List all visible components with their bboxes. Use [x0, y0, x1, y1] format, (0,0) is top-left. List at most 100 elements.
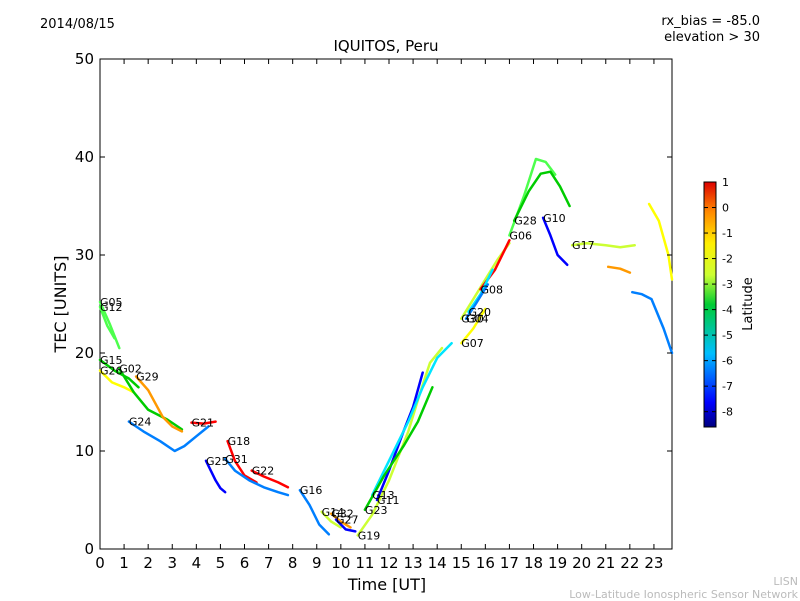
date-label: 2014/08/15: [40, 17, 115, 32]
series-line-g02: [118, 367, 184, 431]
sat-label-g32: G32: [331, 508, 354, 521]
sat-label-g19: G19: [358, 529, 381, 542]
series-line-g07: [460, 307, 487, 345]
x-tick-label: 21: [596, 554, 615, 572]
series-line-g13: [370, 341, 453, 497]
x-tick-label: 0: [95, 554, 105, 572]
sat-label-g31: G31: [225, 453, 248, 466]
x-axis-label: Time [UT]: [347, 575, 426, 594]
credit-line-1: LISN: [773, 575, 798, 588]
colorbar-tick-label: 0: [722, 202, 729, 215]
x-tick-label: 9: [312, 554, 322, 572]
sat-label-g08: G08: [481, 283, 504, 296]
colorbar-tick-label: 1: [722, 176, 729, 189]
sat-label-g17: G17: [572, 239, 595, 252]
sat-label-g11: G11: [377, 494, 400, 507]
axis-layer: 0 1 2 3 4 5 6 7 8 9 10 11 12 13 14 15 16 17 18 19 20 21 22 2301…: [75, 50, 672, 572]
y-tick-label: 30: [75, 246, 94, 264]
series-line-g14: [320, 510, 343, 529]
x-tick-label: 8: [288, 554, 298, 572]
sat-label-g26: G26: [100, 365, 123, 378]
sat-label-g23: G23: [365, 504, 388, 517]
x-tick-label: 15: [452, 554, 471, 572]
sat-label-g13: G13: [372, 489, 395, 502]
series-line-unlabeled-29: [647, 202, 674, 281]
series-line-g26: [98, 369, 135, 394]
rx-bias-info: rx_bias = -85.0 elevation > 30: [661, 14, 760, 46]
x-tick-label: 14: [428, 554, 447, 572]
x-tick-label: 13: [404, 554, 423, 572]
series-layer: [98, 157, 674, 537]
series-line-g21: [190, 420, 217, 425]
series-line-g17: [570, 241, 636, 249]
colorbar-tick-label: -3: [722, 278, 733, 291]
colorbar-tick-label: -2: [722, 253, 733, 266]
series-line-g27: [334, 518, 357, 533]
sat-label-g07: G07: [461, 337, 484, 350]
credit-line-2: Low-Latitude Ionospheric Sensor Network: [569, 588, 798, 601]
x-tick-label: 10: [331, 554, 350, 572]
colorbar: [703, 181, 717, 428]
series-line-g12: [98, 305, 116, 340]
series-line-unlabeled-30: [631, 290, 674, 355]
sat-label-g06: G06: [509, 229, 532, 242]
chart-title: IQUITOS, Peru: [333, 37, 439, 55]
series-line-g32: [329, 512, 352, 529]
series-line-g22: [250, 469, 290, 489]
series-line-g24: [127, 420, 210, 453]
colorbar-tick-label: -6: [722, 355, 733, 368]
y-tick-label: 10: [75, 442, 94, 460]
colorbar-tick-label: -7: [722, 380, 733, 393]
x-tick-label: 4: [192, 554, 202, 572]
colorbar-tick-label: -1: [722, 227, 733, 240]
colorbar-tick-label: -5: [722, 329, 733, 342]
series-line-g16: [298, 488, 331, 536]
colorbar-label: Latitude: [741, 277, 756, 331]
y-tick-label: 40: [75, 148, 94, 166]
sat-label-g22: G22: [252, 465, 275, 478]
credit-watermark: LISN Low-Latitude Ionospheric Sensor Net…: [569, 575, 798, 601]
x-tick-label: 7: [264, 554, 274, 572]
series-line-g05: [98, 300, 121, 350]
x-tick-label: 23: [644, 554, 663, 572]
series-line-g25: [204, 459, 227, 494]
sat-label-g16: G16: [300, 484, 323, 497]
series-line-g31: [223, 457, 290, 497]
sat-label-g25: G25: [206, 455, 229, 468]
colorbar-tick-label: -8: [722, 406, 733, 419]
colorbar-tick-label: -4: [722, 304, 733, 317]
x-tick-label: 6: [240, 554, 250, 572]
sat-label-g24: G24: [129, 416, 152, 429]
series-line-g29: [134, 375, 184, 433]
sat-label-g30: G30: [461, 313, 484, 326]
x-tick-label: 11: [355, 554, 374, 572]
sat-label-g04: G04: [466, 313, 489, 326]
sat-label-g15: G15: [100, 354, 123, 367]
sat-label-g21: G21: [192, 417, 215, 430]
x-tick-label: 16: [476, 554, 495, 572]
x-tick-label: 1: [119, 554, 129, 572]
series-line-g23: [363, 386, 434, 512]
sat-label-g05: G05: [100, 296, 123, 309]
x-tick-label: 2: [143, 554, 153, 572]
x-tick-label: 12: [379, 554, 398, 572]
x-tick-label: 19: [548, 554, 567, 572]
sat-label-g27: G27: [336, 514, 359, 527]
series-line-g28: [512, 170, 571, 222]
y-tick-label: 0: [84, 540, 94, 558]
elevation-label: elevation > 30: [664, 30, 760, 45]
series-line-g18: [226, 439, 258, 484]
x-tick-label: 5: [216, 554, 226, 572]
series-line-unlabeled-31: [606, 265, 632, 274]
y-tick-label: 50: [75, 50, 94, 68]
colorbar-ticks: 1 0 -1 -2 -3 -4 -5 -6 -7 -8: [704, 176, 733, 419]
sat-label-g12: G12: [100, 301, 123, 314]
series-line-g10: [541, 216, 569, 267]
y-axis-label: TEC [UNITS]: [51, 256, 70, 354]
sat-label-g18: G18: [228, 435, 251, 448]
sat-label-g14: G14: [322, 506, 345, 519]
x-tick-label: 3: [167, 554, 177, 572]
y-tick-label: 20: [75, 344, 94, 362]
